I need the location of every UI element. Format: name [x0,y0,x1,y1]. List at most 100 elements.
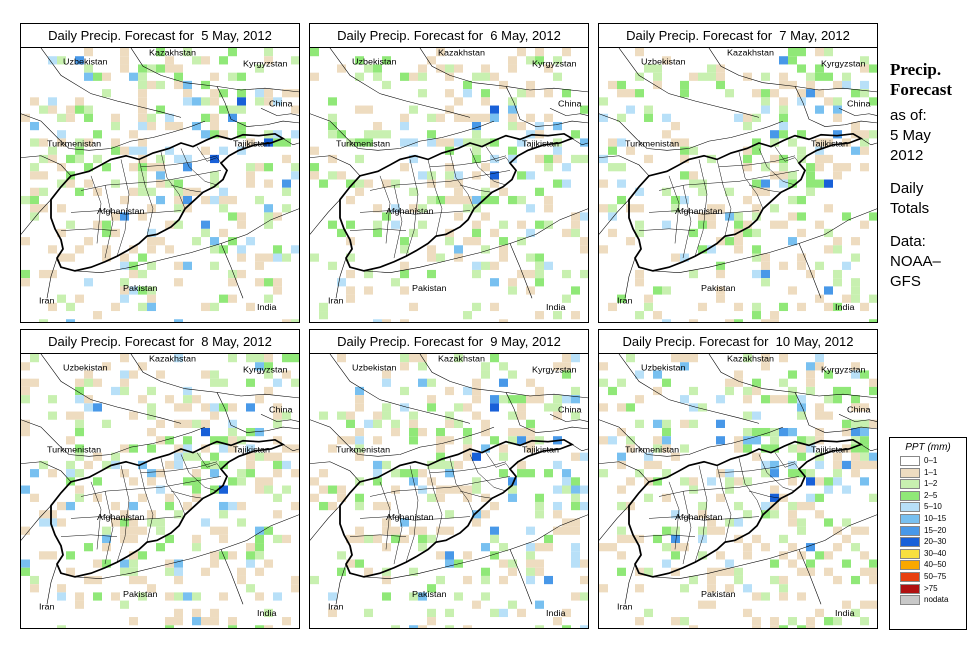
precip-cell [788,501,797,511]
precip-cell [653,436,662,445]
precip-cell [102,419,111,428]
precip-cell [255,163,264,172]
precip-cell [716,64,725,73]
precip-cell [716,395,725,404]
precip-cell [806,163,815,172]
precip-cell [526,469,535,478]
precip-cell [508,395,517,404]
precip-cell [680,617,689,626]
precip-cell [770,493,779,502]
precip-cell [842,80,851,90]
precip-cell [84,113,93,122]
precip-cell [400,72,409,81]
precip-cell [770,559,779,568]
precip-cell [219,378,228,387]
precip-cell [165,146,174,155]
precip-cell [210,551,219,560]
precip-cell [779,171,788,180]
precip-cell [571,311,580,320]
precip-cell [779,163,788,172]
country-border [363,514,588,579]
country-label-afghanistan: Afghanistan [97,513,145,523]
precip-cell [517,395,526,404]
precip-cell [255,551,264,560]
precip-cell [734,444,743,453]
precip-cell [210,403,219,412]
precip-cell [21,378,30,387]
precip-cell [571,518,580,527]
precip-cell [617,195,626,205]
legend-swatch [900,490,920,501]
precip-cell [39,154,48,164]
precip-cell [129,187,138,196]
precip-cell [779,179,788,188]
precip-cell [671,551,680,560]
precip-cell [617,113,626,122]
precip-cell [264,163,273,172]
precip-cell [526,130,535,139]
precip-cell [842,485,851,494]
precip-cell [680,354,689,363]
precip-cell [282,319,291,322]
precip-cell [526,543,535,552]
precip-cell [544,195,553,205]
precip-cell [102,72,111,81]
precip-cell [111,302,120,312]
precip-cell [635,220,644,229]
country-label-kyrgyzstan: Kyrgyzstan [821,59,866,69]
precip-cell [490,403,499,412]
precip-cell [138,113,147,122]
precip-cell [346,411,355,420]
precip-cell [806,80,815,90]
province-border [104,490,114,565]
precip-cell [842,163,851,172]
precip-cell [653,444,662,453]
precip-cell [445,195,454,205]
precip-cell [273,534,282,544]
precip-cell [815,362,824,371]
precip-cell [752,146,761,155]
precip-cell [599,154,608,164]
precip-cell [526,551,535,560]
country-border [282,138,299,146]
precip-cell [535,386,544,396]
precip-cell [364,269,373,279]
precip-cell [201,56,210,65]
precip-cell [30,121,39,131]
precip-cell [156,195,165,205]
precip-cell [743,163,752,172]
province-border [369,170,511,191]
precip-cell [445,105,454,114]
precip-cell [463,386,472,396]
afghanistan-outline [50,133,285,272]
precip-cell [608,80,617,90]
precip-cell [788,48,797,57]
precip-cell [174,195,183,205]
country-border [599,199,630,235]
precip-cell [707,477,716,486]
precip-cell [472,518,481,527]
precip-cell [427,378,436,387]
precip-cell [219,510,228,519]
legend-label: 2–5 [924,490,938,500]
precip-cell [400,286,409,295]
precip-cell [806,444,815,453]
precip-cell [84,48,93,57]
precip-cell [761,510,770,519]
precip-cell [246,543,255,552]
precip-cell [264,386,273,396]
precip-cell [427,460,436,470]
precip-cell [752,89,761,98]
precip-cell [553,403,562,412]
precip-cell [752,302,761,312]
precip-cell [499,319,508,322]
precip-cell [562,228,571,238]
precip-cell [779,97,788,106]
precip-cell [535,493,544,502]
precip-cell [210,72,219,81]
precip-cell [824,302,833,312]
precip-cell [662,559,671,568]
precip-cell [797,212,806,221]
precip-cell [291,378,299,387]
precip-cell [138,592,147,601]
